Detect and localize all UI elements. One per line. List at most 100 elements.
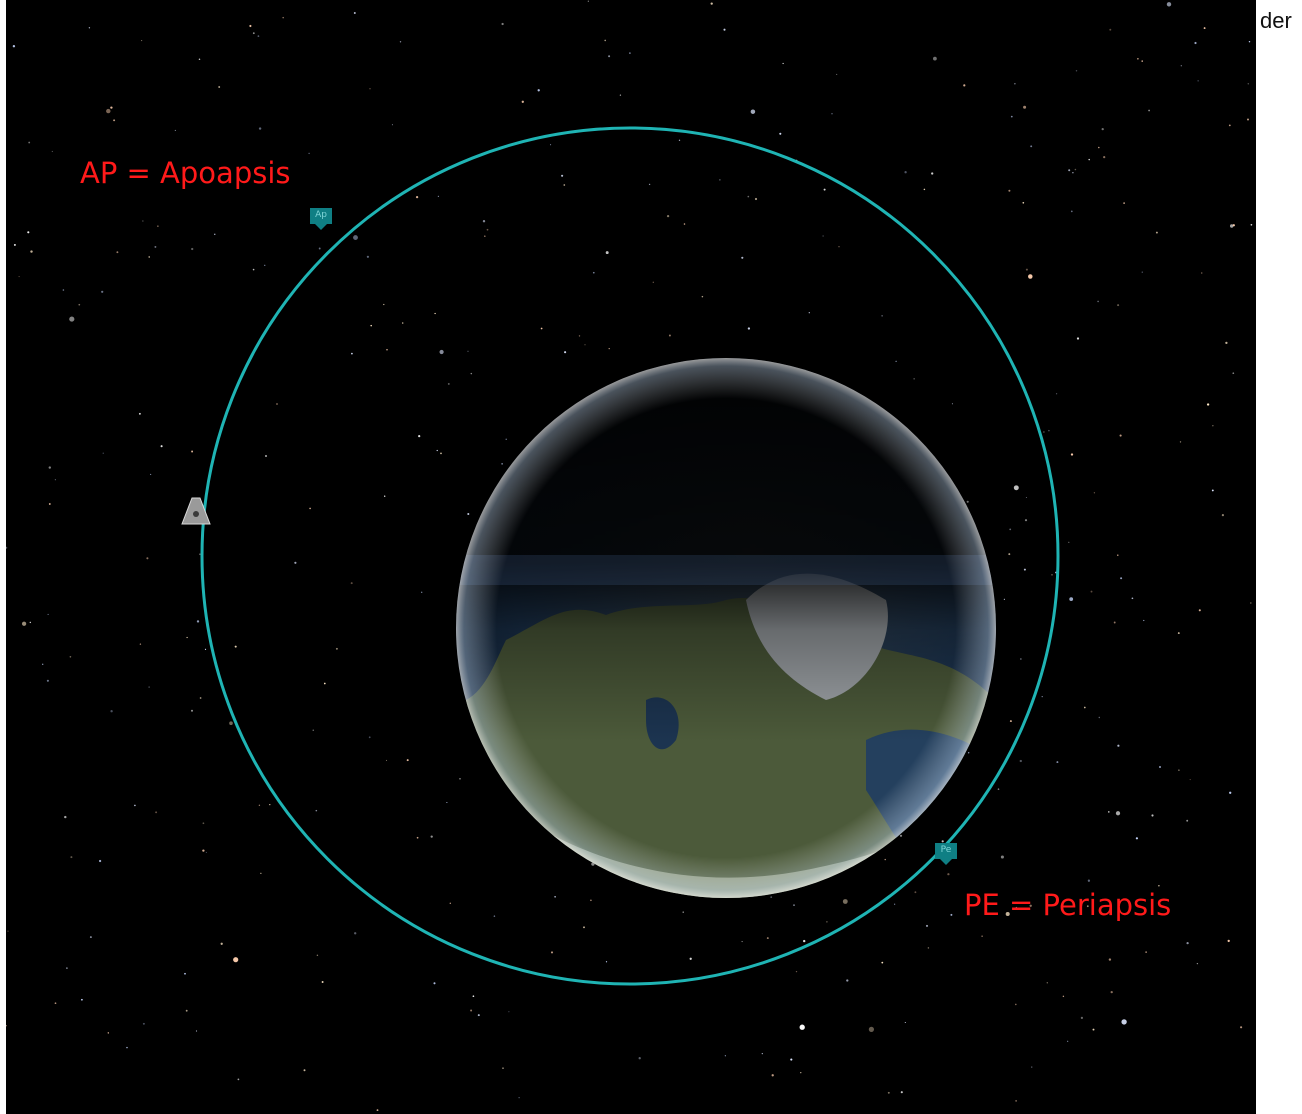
star xyxy=(537,89,540,92)
star xyxy=(1177,632,1180,635)
star xyxy=(54,1002,57,1005)
star xyxy=(467,512,470,516)
star xyxy=(501,22,504,26)
star xyxy=(790,1058,793,1061)
star xyxy=(1194,41,1197,45)
star xyxy=(418,434,421,438)
star xyxy=(900,1091,903,1094)
star xyxy=(196,620,200,623)
orbit-path[interactable] xyxy=(200,126,1060,986)
star xyxy=(1141,271,1143,273)
star xyxy=(30,250,33,253)
star xyxy=(1019,759,1022,763)
star xyxy=(191,247,194,251)
star xyxy=(741,256,744,259)
star xyxy=(689,957,692,960)
star xyxy=(1000,855,1004,859)
star xyxy=(941,840,944,843)
star xyxy=(1135,837,1139,840)
star xyxy=(353,235,358,241)
star xyxy=(947,873,950,876)
space-scene xyxy=(6,0,1253,1112)
star xyxy=(1248,40,1251,43)
star xyxy=(1120,577,1123,580)
star xyxy=(430,835,433,838)
star xyxy=(370,324,372,327)
apoapsis-marker[interactable]: Ap xyxy=(310,208,332,230)
star xyxy=(220,942,223,945)
star xyxy=(138,412,141,415)
star xyxy=(406,759,409,762)
star xyxy=(1141,60,1143,62)
star xyxy=(1009,720,1012,723)
star xyxy=(747,195,750,198)
star xyxy=(1240,1026,1243,1029)
star xyxy=(846,979,849,982)
star xyxy=(826,921,828,923)
star xyxy=(69,316,75,322)
star xyxy=(148,686,150,688)
star xyxy=(383,303,385,306)
star xyxy=(276,403,278,405)
star xyxy=(1087,879,1091,882)
star xyxy=(968,752,970,754)
star xyxy=(1121,1019,1127,1025)
star xyxy=(1003,598,1005,600)
star xyxy=(54,479,56,481)
star xyxy=(1232,372,1235,375)
periapsis-annotation: PE = Periapsis xyxy=(964,888,1172,922)
star xyxy=(1074,168,1077,171)
star xyxy=(369,88,371,90)
star xyxy=(770,896,773,898)
star xyxy=(1159,766,1161,768)
star xyxy=(1031,1066,1033,1068)
star xyxy=(881,315,883,317)
star xyxy=(229,721,233,726)
planet[interactable] xyxy=(446,350,1006,910)
star xyxy=(69,655,72,658)
star xyxy=(401,322,404,324)
star xyxy=(146,557,149,560)
star xyxy=(202,849,205,852)
star xyxy=(779,132,782,135)
map-view[interactable]: Ap Pe AP = Apoapsis PE = Periapsis xyxy=(6,0,1256,1114)
star xyxy=(308,152,310,155)
star xyxy=(1137,58,1139,60)
star xyxy=(1108,811,1110,813)
star xyxy=(605,251,609,255)
star xyxy=(399,41,402,43)
star xyxy=(638,1057,641,1060)
star xyxy=(437,195,440,198)
star xyxy=(335,647,338,650)
star xyxy=(439,349,444,355)
star xyxy=(202,822,205,825)
star xyxy=(1123,202,1125,204)
star xyxy=(838,246,840,248)
star xyxy=(564,351,567,354)
star xyxy=(914,891,917,894)
star xyxy=(1070,453,1074,456)
star xyxy=(1076,337,1080,340)
star xyxy=(1010,115,1013,118)
star xyxy=(803,939,806,943)
star xyxy=(1119,434,1122,437)
star xyxy=(66,967,68,969)
star xyxy=(385,759,388,761)
star xyxy=(482,220,486,223)
star xyxy=(1198,609,1201,612)
star xyxy=(101,290,104,293)
star xyxy=(237,1078,240,1081)
star xyxy=(386,349,388,351)
star xyxy=(415,195,419,199)
star xyxy=(252,32,255,35)
vessel-icon[interactable] xyxy=(181,497,211,525)
star xyxy=(1227,939,1230,943)
star xyxy=(966,500,969,503)
star xyxy=(1196,962,1199,965)
star xyxy=(750,109,756,114)
star xyxy=(113,119,116,122)
periapsis-marker[interactable]: Pe xyxy=(935,843,957,865)
star xyxy=(198,58,201,60)
star xyxy=(950,913,953,916)
star xyxy=(923,188,926,191)
